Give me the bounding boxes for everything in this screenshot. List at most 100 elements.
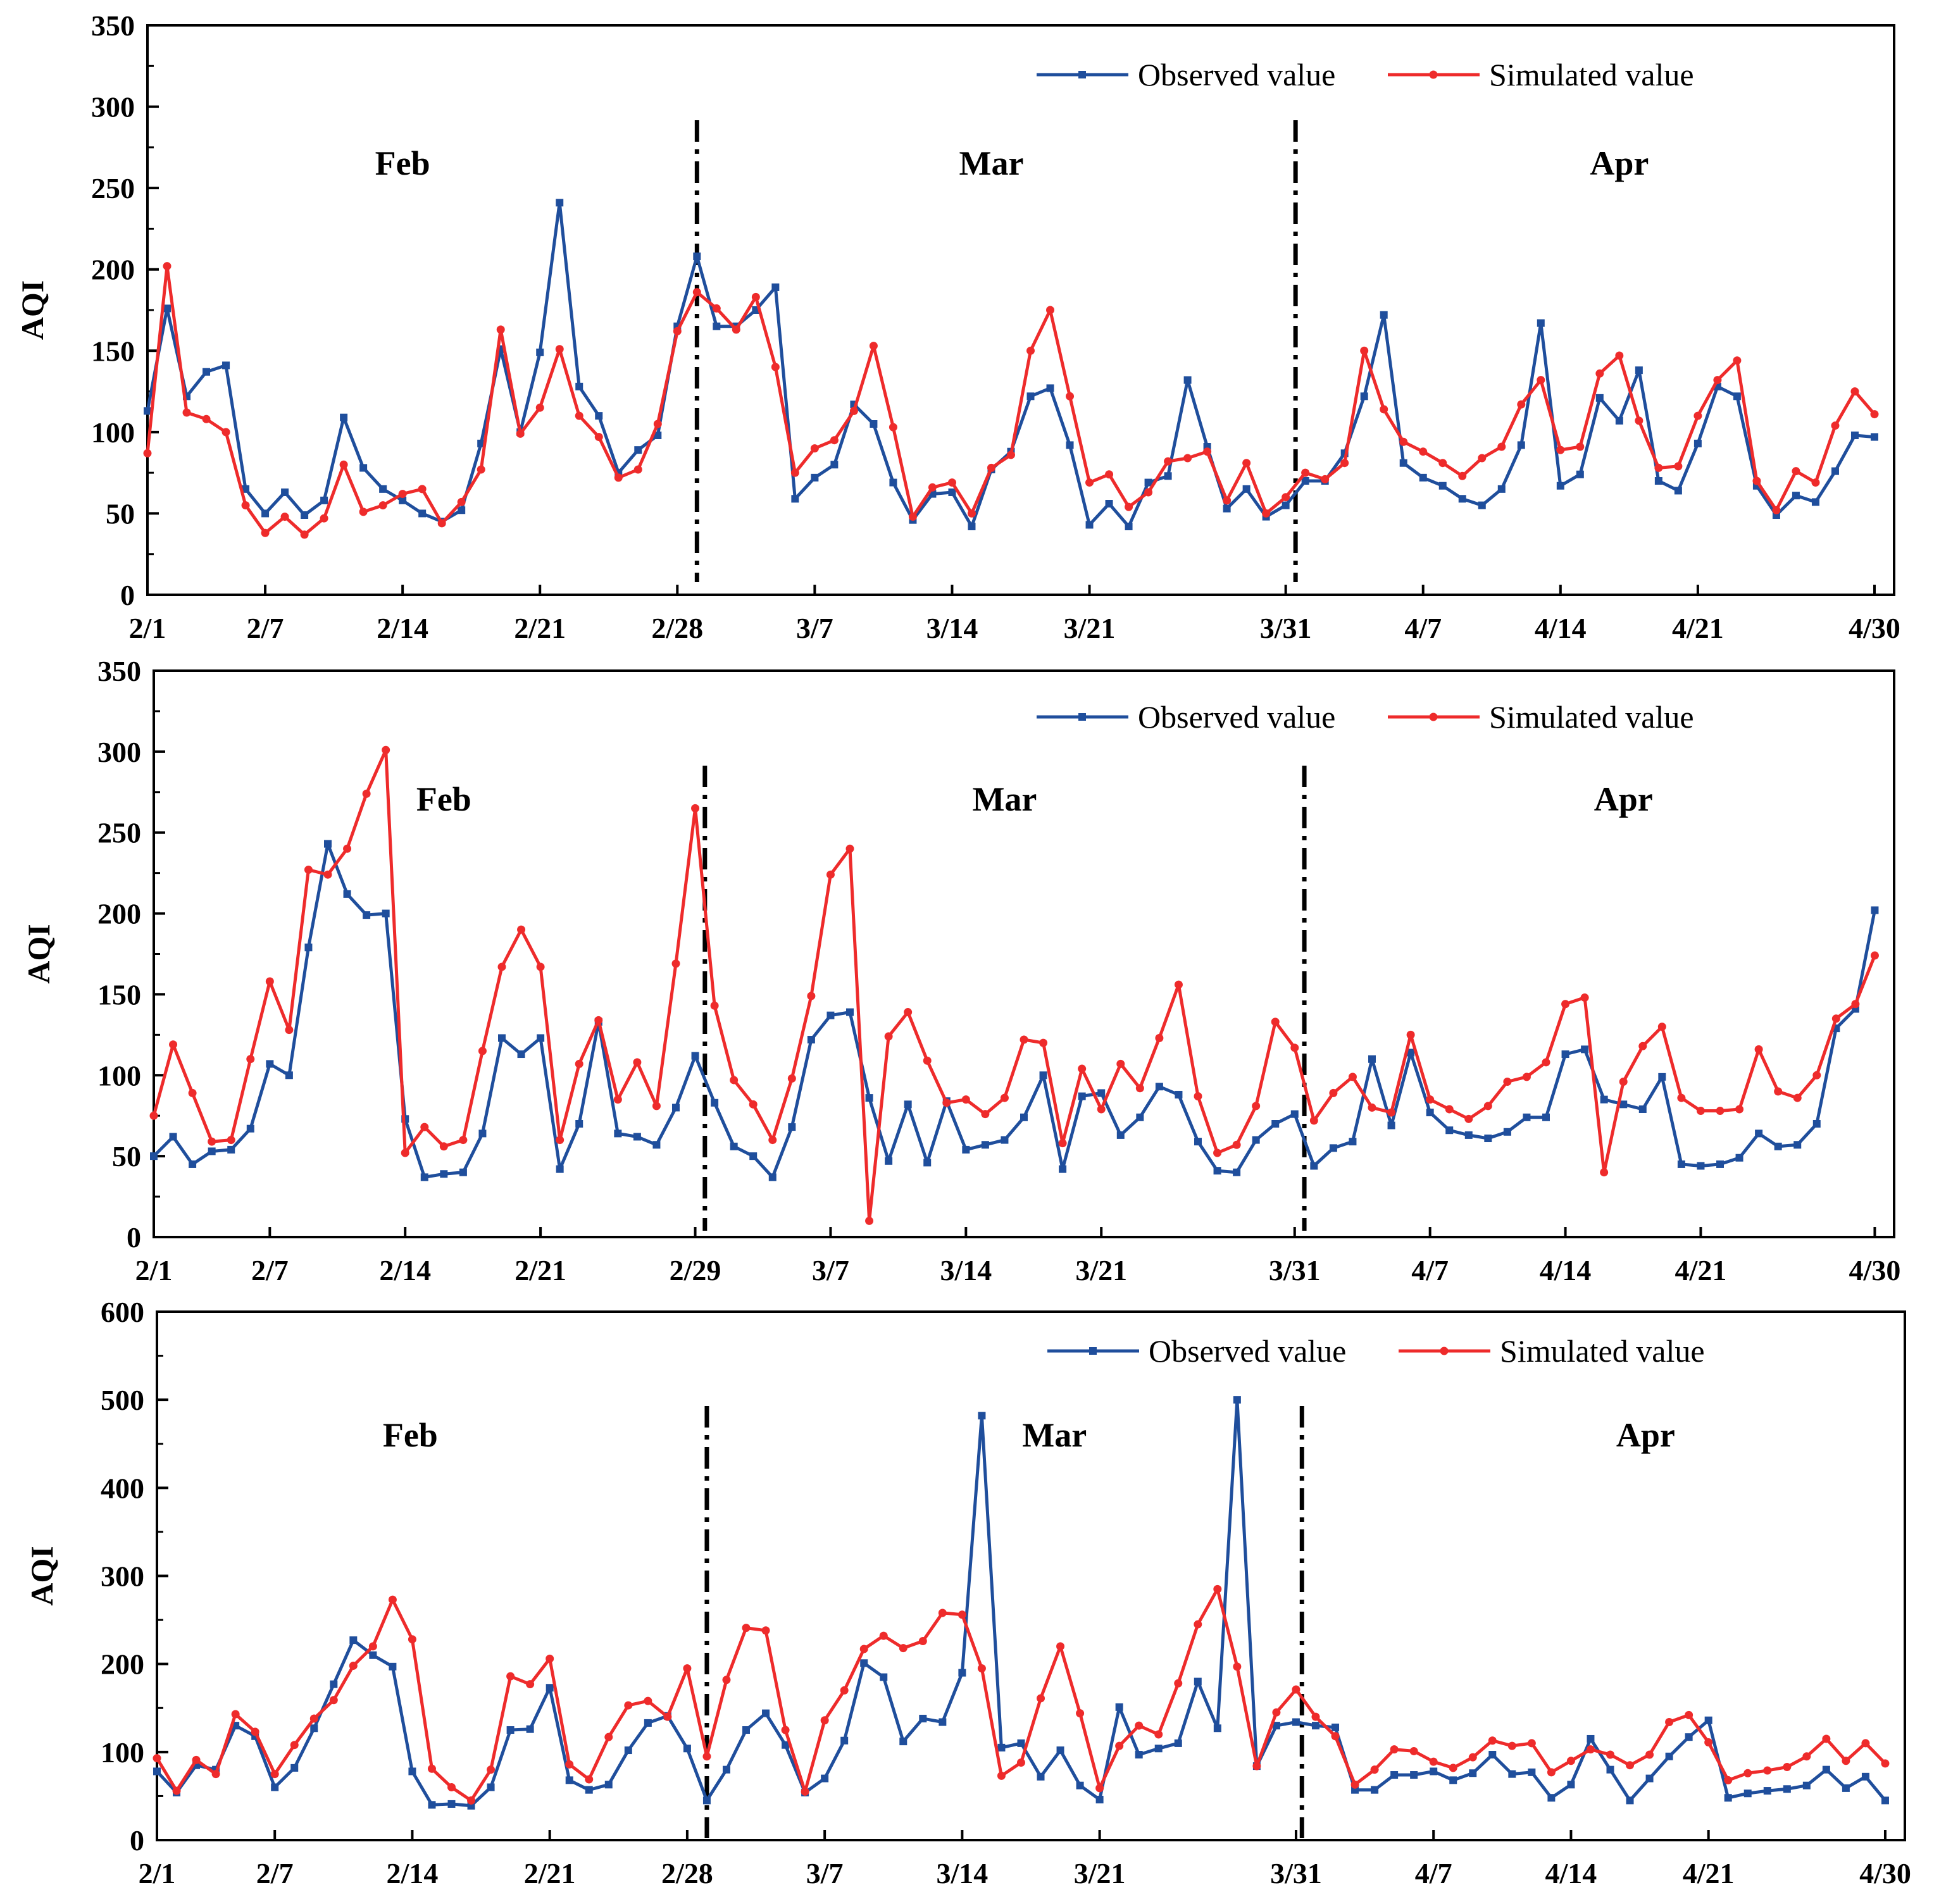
observed-point [923,1159,932,1167]
observed-point [310,1724,318,1733]
observed-point [788,1123,796,1131]
observed-point [749,1152,758,1160]
simulated-point [497,962,506,971]
x-tick-label: 2/28 [661,1857,713,1889]
simulated-point [1464,1114,1473,1123]
observed-point [1213,1724,1221,1733]
simulated-point [1696,1107,1705,1116]
legend-label: Observed value [1138,57,1335,92]
observed-point [408,1767,416,1776]
simulated-point [732,325,740,334]
x-tick-label: 4/30 [1849,1254,1901,1286]
simulated-point [1677,1093,1686,1102]
simulated-point [439,1142,448,1151]
simulated-series [149,745,1879,1225]
simulated-point [1793,1093,1802,1102]
observed-point [1735,1154,1743,1162]
observed-point [981,1141,989,1149]
month-label-feb: Feb [375,144,430,182]
simulated-point [702,1752,711,1761]
observed-point [1399,459,1407,467]
simulated-point [496,325,505,334]
y-tick-label: 100 [91,416,135,449]
y-axis-label: AQI [21,924,56,983]
observed-point [153,1767,161,1776]
x-tick-label: 4/30 [1849,612,1900,644]
simulated-point [309,1714,318,1723]
observed-point [1329,1144,1337,1152]
simulated-point [211,1770,220,1779]
legend-label: Observed value [1149,1333,1346,1369]
observed-point [1693,439,1702,447]
observed-point [1556,482,1564,490]
simulated-point [691,804,700,812]
simulated-point [1580,993,1589,1002]
simulated-point [526,1680,535,1689]
simulated-point [1026,346,1035,355]
observed-point [266,1060,274,1068]
simulated-point [1752,476,1761,485]
x-tick-label: 3/7 [806,1857,844,1889]
observed-point [1445,1126,1454,1135]
simulated-point [467,1796,476,1805]
observed-point [1484,1135,1492,1143]
simulated-point [869,342,878,351]
x-tick-label: 2/1 [139,1857,176,1889]
observed-point [683,1745,691,1753]
simulated-point [594,433,603,442]
observed-point [1020,1113,1028,1121]
simulated-point [1370,1765,1379,1774]
simulated-point [1154,1730,1163,1739]
simulated-point [826,870,835,879]
simulated-point [1488,1736,1497,1745]
simulated-point [1517,400,1526,409]
observed-point [1233,1168,1241,1176]
observed-point [1066,441,1074,449]
simulated-point [149,1111,158,1120]
simulated-point [290,1741,299,1750]
observed-point [889,478,897,487]
simulated-point [751,292,760,301]
x-tick-label: 2/14 [379,1254,431,1286]
simulated-point [270,1770,279,1779]
simulated-point [575,411,583,420]
simulated-point [790,468,799,477]
observed-point [1301,477,1309,485]
observed-point [363,911,371,919]
observed-point [1774,1142,1782,1150]
simulated-point [261,528,270,537]
observed-point [1310,1162,1318,1170]
simulated-point [420,1123,429,1131]
observed-point [1078,1092,1086,1100]
simulated-point [1116,1059,1125,1068]
simulated-point [961,1095,970,1104]
series-line [146,201,1875,528]
simulated-point [1272,1708,1281,1717]
simulated-point [251,1727,259,1736]
observed-point [1677,1160,1685,1168]
simulated-point [749,1100,758,1109]
observed-point [189,1160,197,1168]
observed-point [962,1145,970,1154]
x-tick-label: 2/21 [524,1857,576,1889]
observed-point [1523,1113,1531,1121]
observed-point [261,509,270,518]
observed-series [144,199,1878,530]
simulated-point [1542,1058,1550,1067]
simulated-point [1056,1642,1065,1651]
simulated-point [1203,447,1212,456]
observed-point [1272,1722,1280,1730]
observed-point [624,1746,632,1755]
observed-point [1242,485,1251,493]
observed-point [1076,1781,1084,1789]
observed-point [506,1726,515,1734]
observed-point [1026,392,1035,401]
observed-point [379,485,387,493]
simulated-point [388,1595,397,1604]
observed-point [1194,1138,1202,1146]
x-tick-label: 2/21 [514,612,566,644]
x-tick-label: 4/7 [1411,1254,1449,1286]
observed-point [458,506,466,514]
observed-point [1449,1776,1457,1784]
observed-point [604,1781,613,1789]
